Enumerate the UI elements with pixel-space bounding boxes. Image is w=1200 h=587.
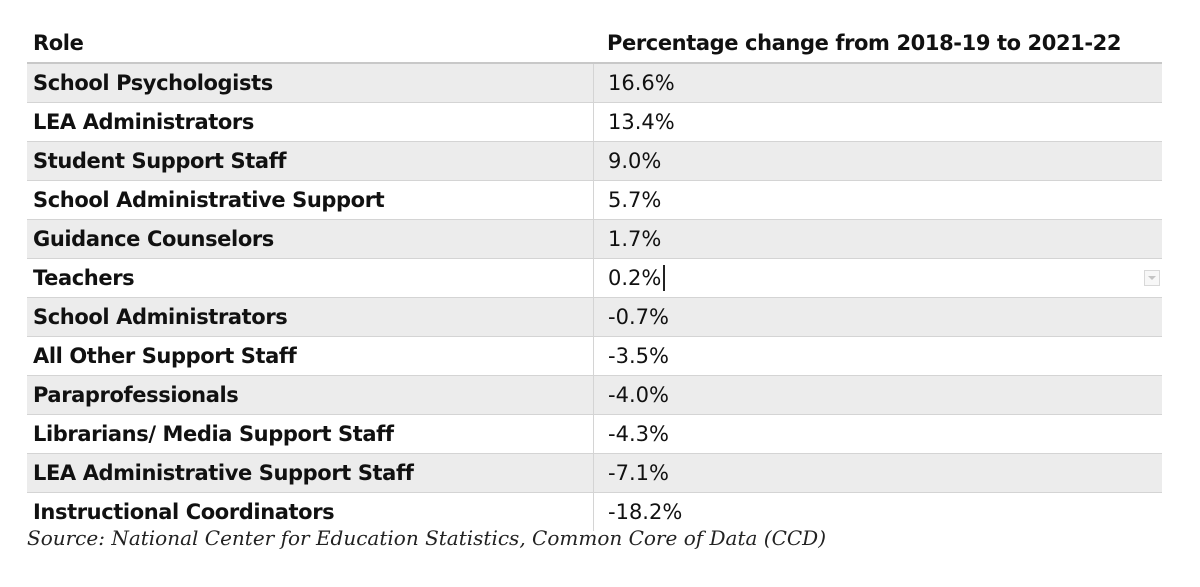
change-cell-active[interactable]: 0.2% [593, 259, 1162, 297]
data-table: Role Percentage change from 2018-19 to 2… [27, 24, 1162, 531]
change-cell-value: 0.2% [608, 266, 662, 290]
change-cell[interactable]: 9.0% [593, 142, 1162, 180]
change-cell[interactable]: -7.1% [593, 454, 1162, 492]
table-row: Librarians/ Media Support Staff -4.3% [27, 415, 1162, 454]
role-cell[interactable]: School Psychologists [33, 71, 273, 95]
role-cell[interactable]: Guidance Counselors [33, 227, 274, 251]
table-header-row: Role Percentage change from 2018-19 to 2… [27, 24, 1162, 64]
text-cursor [663, 265, 666, 291]
table-row: School Administrative Support 5.7% [27, 181, 1162, 220]
change-cell[interactable]: -18.2% [593, 493, 1162, 531]
role-cell[interactable]: All Other Support Staff [33, 344, 297, 368]
table-row: Guidance Counselors 1.7% [27, 220, 1162, 259]
source-caption: Source: National Center for Education St… [27, 526, 827, 550]
change-cell[interactable]: 16.6% [593, 64, 1162, 102]
role-cell[interactable]: Teachers [33, 266, 135, 290]
change-cell[interactable]: 5.7% [593, 181, 1162, 219]
table-row: School Psychologists 16.6% [27, 64, 1162, 103]
table-row: Instructional Coordinators -18.2% [27, 493, 1162, 531]
column-header-role[interactable]: Role [33, 31, 84, 55]
table-row: School Administrators -0.7% [27, 298, 1162, 337]
table-row: Student Support Staff 9.0% [27, 142, 1162, 181]
role-cell[interactable]: LEA Administrative Support Staff [33, 461, 414, 485]
change-cell[interactable]: -3.5% [593, 337, 1162, 375]
role-cell[interactable]: Librarians/ Media Support Staff [33, 422, 394, 446]
table-row: LEA Administrators 13.4% [27, 103, 1162, 142]
role-cell[interactable]: School Administrators [33, 305, 288, 329]
table-row: All Other Support Staff -3.5% [27, 337, 1162, 376]
role-cell[interactable]: Paraprofessionals [33, 383, 239, 407]
role-cell[interactable]: School Administrative Support [33, 188, 385, 212]
role-cell[interactable]: Instructional Coordinators [33, 500, 335, 524]
change-cell[interactable]: -0.7% [593, 298, 1162, 336]
change-cell[interactable]: 13.4% [593, 103, 1162, 141]
role-cell[interactable]: Student Support Staff [33, 149, 287, 173]
change-cell[interactable]: -4.0% [593, 376, 1162, 414]
dropdown-arrow-icon[interactable] [1144, 270, 1160, 286]
change-cell[interactable]: 1.7% [593, 220, 1162, 258]
role-cell[interactable]: LEA Administrators [33, 110, 254, 134]
table-row: LEA Administrative Support Staff -7.1% [27, 454, 1162, 493]
change-cell[interactable]: -4.3% [593, 415, 1162, 453]
table-row: Teachers 0.2% [27, 259, 1162, 298]
table-row: Paraprofessionals -4.0% [27, 376, 1162, 415]
column-header-change[interactable]: Percentage change from 2018-19 to 2021-2… [607, 31, 1122, 55]
